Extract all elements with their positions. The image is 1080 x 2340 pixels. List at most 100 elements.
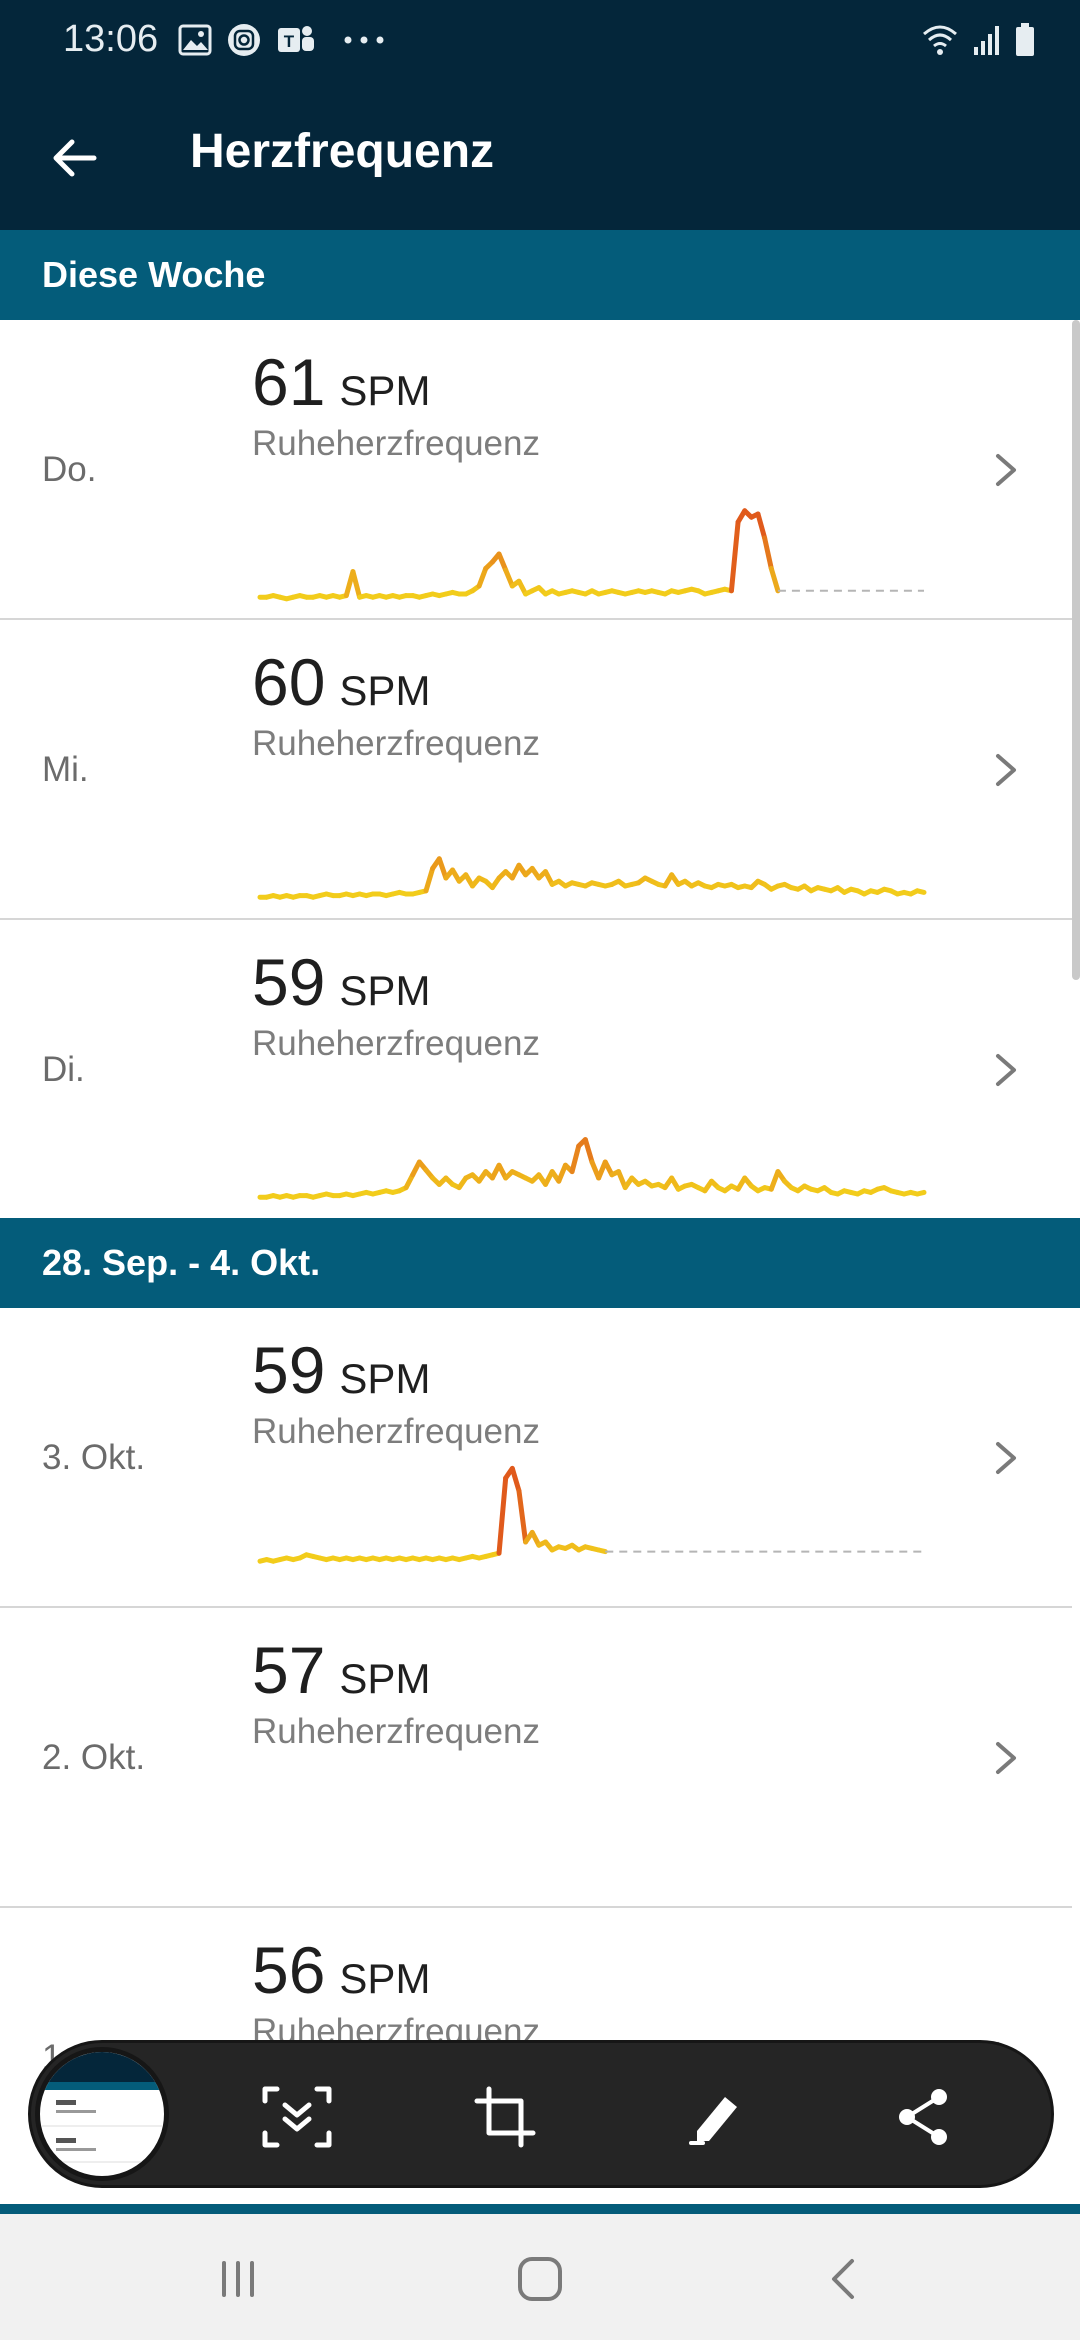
sparkline-segment [503, 567, 515, 589]
sparkline-segment [476, 565, 489, 589]
section-header-this-week: Diese Woche [0, 230, 1080, 320]
status-icons-left: T [178, 18, 386, 62]
scroll-capture-icon [262, 2086, 332, 2148]
sparkline-segment [728, 519, 741, 594]
sparkline-segment [436, 856, 449, 881]
bpm-reading: 59 SPM [252, 1332, 430, 1408]
resting-hr-label: Ruheherzfrequenz [252, 724, 540, 763]
sparkline-segment [496, 1475, 509, 1556]
day-row[interactable]: Di. 59 SPM Ruheherzfrequenz [0, 920, 1072, 1218]
bpm-reading: 56 SPM [252, 1932, 430, 2008]
sparkline-segment [768, 1169, 781, 1192]
resting-hr-label: Ruheherzfrequenz [252, 1712, 540, 1751]
home-icon [518, 2257, 562, 2301]
page-title: Herzfrequenz [190, 125, 495, 178]
heart-rate-sparkline [257, 856, 927, 900]
sparkline-segment [569, 1143, 582, 1175]
bpm-value: 61 [252, 345, 326, 419]
sparkline-segment [350, 569, 363, 600]
bpm-unit: SPM [339, 367, 431, 414]
battery-icon [1016, 23, 1034, 56]
scroll-capture-button[interactable] [257, 2077, 337, 2157]
bpm-reading: 61 SPM [252, 344, 430, 420]
day-row[interactable]: 2. Okt. 57 SPM Ruheherzfrequenz [0, 1608, 1072, 1908]
teams-icon: T [278, 26, 314, 52]
more-dots-icon [344, 36, 384, 44]
day-label: 2. Okt. [42, 1738, 146, 1777]
app-bar: Herzfrequenz [0, 80, 1080, 230]
navigation-bar [0, 2214, 1080, 2340]
day-row[interactable]: Do. 61 SPM Ruheherzfrequenz [0, 320, 1072, 620]
bpm-unit: SPM [339, 667, 431, 714]
bpm-unit: SPM [339, 967, 431, 1014]
heart-rate-sparkline [257, 1465, 924, 1564]
draw-button[interactable] [675, 2077, 755, 2157]
bpm-value: 59 [252, 945, 326, 1019]
wifi-icon [923, 25, 957, 55]
bottom-section-edge [0, 2204, 1080, 2214]
section-header-previous-week: 28. Sep. - 4. Okt. [0, 1218, 1080, 1308]
bpm-unit: SPM [339, 1955, 431, 2002]
day-label: Do. [42, 450, 97, 489]
sparkline-segment [755, 511, 768, 541]
scrollbar[interactable] [1072, 320, 1080, 980]
resting-hr-label: Ruheherzfrequenz [252, 1024, 540, 1063]
chevron-right-icon [996, 1054, 1016, 1086]
screenshot-toolbar [28, 2040, 1054, 2188]
day-label: 3. Okt. [42, 1438, 146, 1477]
day-label: Mi. [42, 750, 89, 789]
recent-apps-icon [222, 2261, 254, 2297]
sparkline-segment [914, 1189, 927, 1197]
sparkline-segment [596, 1547, 608, 1555]
sparkline-segment [768, 565, 781, 594]
bpm-unit: SPM [339, 1355, 431, 1402]
chevron-right-icon [996, 454, 1016, 486]
share-button[interactable] [883, 2077, 963, 2157]
resting-hr-label: Ruheherzfrequenz [252, 1412, 540, 1451]
system-back-button[interactable] [802, 2244, 882, 2314]
thumbnail-preview-icon [40, 2052, 164, 2163]
sparkline-segment [582, 1137, 595, 1165]
day-row[interactable]: Mi. 60 SPM Ruheherzfrequenz [0, 620, 1072, 920]
day-label: Di. [42, 1050, 85, 1089]
svg-text:T: T [284, 32, 295, 51]
signal-icon [974, 26, 999, 55]
sparkline-segment [516, 1488, 529, 1545]
sparkline-segment [556, 1162, 568, 1184]
bpm-unit: SPM [339, 1655, 431, 1702]
bpm-value: 56 [252, 1933, 326, 2007]
sparkline-segment [423, 865, 436, 894]
sparkline-segment [762, 535, 774, 571]
crop-button[interactable] [465, 2077, 545, 2157]
bpm-value: 59 [252, 1333, 326, 1407]
bpm-reading: 57 SPM [252, 1632, 430, 1708]
status-icons-right [920, 18, 1036, 62]
instagram-icon [228, 24, 260, 56]
heart-rate-sparkline [257, 508, 924, 602]
heart-rate-sparkline [257, 1137, 927, 1200]
draw-icon [689, 2097, 737, 2145]
resting-hr-label: Ruheherzfrequenz [252, 424, 540, 463]
status-bar: 13:06 T [0, 0, 1080, 80]
sparkline-segment [509, 1465, 522, 1494]
home-button[interactable] [500, 2244, 580, 2314]
bpm-reading: 59 SPM [252, 944, 430, 1020]
arrow-left-icon [53, 139, 97, 177]
crop-icon [474, 2086, 536, 2148]
bpm-reading: 60 SPM [252, 644, 430, 720]
back-nav-icon [832, 2259, 854, 2299]
chevron-right-icon [996, 1742, 1016, 1774]
status-time: 13:06 [63, 18, 159, 60]
bpm-value: 60 [252, 645, 326, 719]
recent-apps-button[interactable] [198, 2244, 278, 2314]
screenshot-thumbnail[interactable] [35, 2047, 169, 2181]
chevron-right-icon [996, 1442, 1016, 1474]
gallery-icon [178, 24, 212, 56]
sparkline-segment [914, 888, 927, 895]
chevron-right-icon [996, 754, 1016, 786]
share-icon [899, 2089, 947, 2145]
day-row[interactable]: 3. Okt. 59 SPM Ruheherzfrequenz [0, 1308, 1072, 1608]
back-button[interactable] [34, 118, 114, 198]
sparkline-segment [496, 551, 509, 573]
